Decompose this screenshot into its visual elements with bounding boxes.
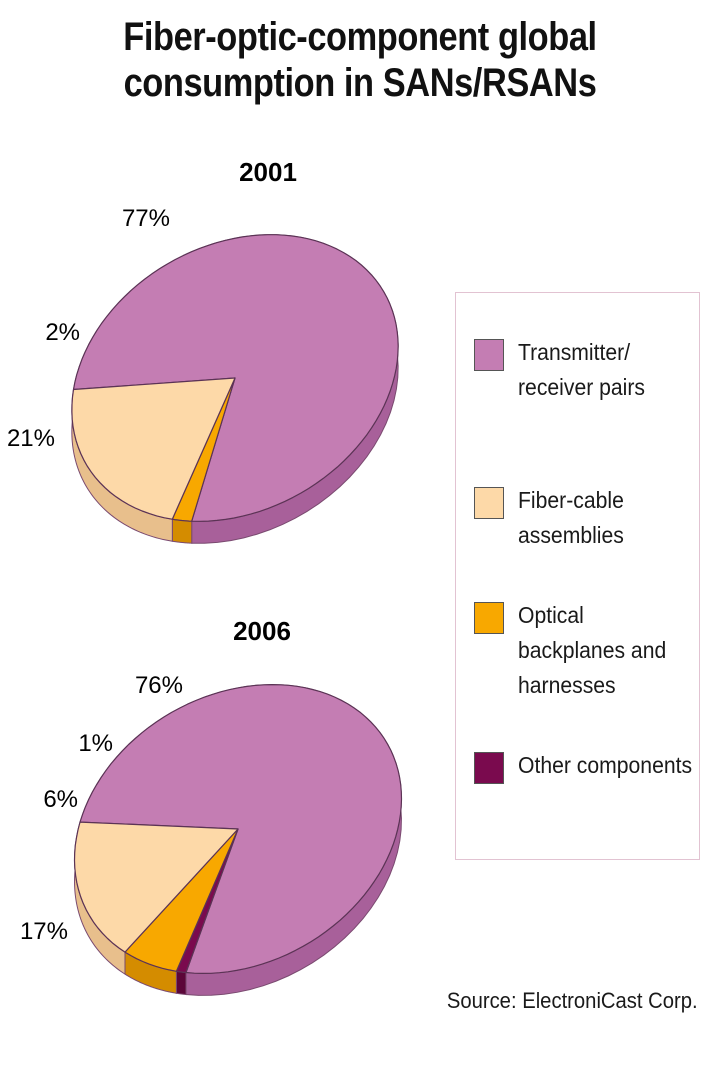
legend-label-fiber: Fiber-cable assemblies (518, 487, 624, 548)
legend-label-other: Other components (518, 752, 693, 778)
legend-item-optical: Optical backplanes and harnesses (474, 598, 708, 703)
slice-optical-backplanes-and-harnesses (124, 828, 239, 972)
data-label-fiber-cable-assemblies-2006: 17% (20, 918, 68, 945)
data-label-optical-backplanes-and-harnesses-2006: 6% (43, 786, 78, 813)
slice-fiber-cable-assemblies (71, 377, 236, 520)
legend-item-transmitter: Transmitter/ receiver pairs (474, 335, 708, 405)
title-line-1: Fiber-optic-component global (123, 15, 597, 59)
legend-item-fiber: Fiber-cable assemblies (474, 483, 708, 553)
data-label-fiber-cable-assemblies-2001: 21% (7, 425, 55, 452)
slice-transmitter-receiver-pairs (79, 684, 403, 974)
legend-item-other: Other components (474, 748, 708, 784)
legend-swatch-other (474, 752, 504, 784)
pie-title-2006: 2006 (233, 616, 291, 646)
source-note: Source: ElectroniCast Corp. (447, 988, 698, 1013)
data-label-transmitter-receiver-pairs-2006: 76% (135, 672, 183, 699)
data-label-other-components-2006: 1% (78, 730, 113, 757)
data-label-transmitter-receiver-pairs-2001: 77% (122, 205, 170, 232)
title-line-2: consumption in SANs/RSANs (123, 61, 597, 105)
chart-title: Fiber-optic-component global consumption… (50, 14, 669, 106)
legend-swatch-optical (474, 602, 504, 634)
pie-2006: 2006 76% 1% 6% 17% (20, 616, 403, 996)
legend-label-transmitter: Transmitter/ receiver pairs (518, 339, 646, 400)
legend-swatch-transmitter (474, 339, 504, 371)
side-optical-backplanes-and-harnesses (171, 518, 193, 544)
legend-label-optical: Optical backplanes and harnesses (518, 602, 667, 698)
slice-fiber-cable-assemblies (73, 821, 239, 953)
legend-swatch-fiber (474, 487, 504, 519)
slice-transmitter-receiver-pairs (72, 234, 399, 522)
side-other-components (175, 970, 187, 996)
data-label-optical-backplanes-and-harnesses-2001: 2% (45, 319, 80, 346)
pie-title-2001: 2001 (239, 157, 297, 187)
pie-2001: 2001 77% 2% 21% (7, 157, 399, 544)
legend: Transmitter/ receiver pairs Fiber-cable … (455, 292, 700, 860)
